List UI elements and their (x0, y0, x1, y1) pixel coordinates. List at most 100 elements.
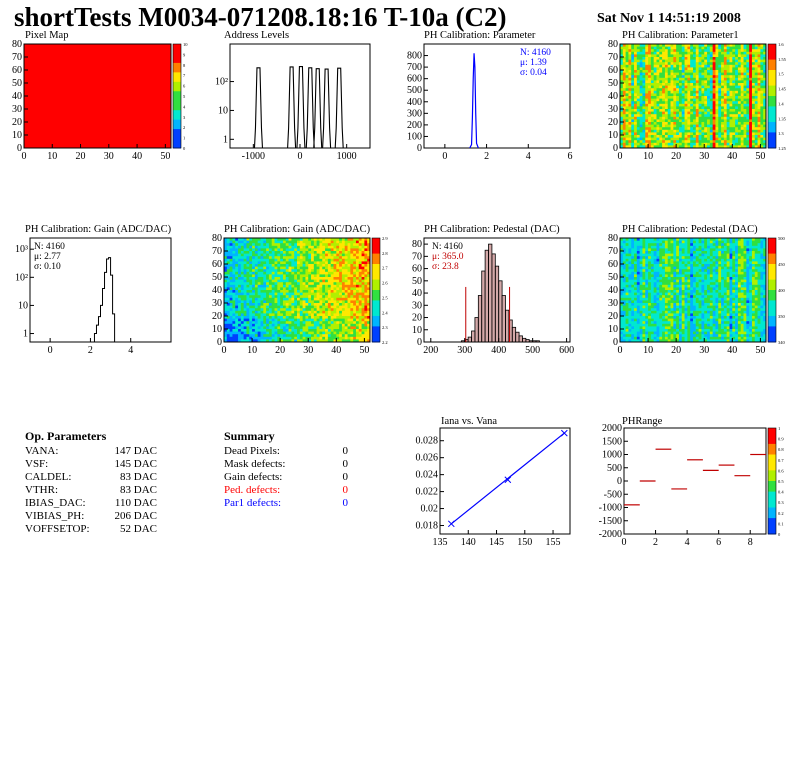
heatmap-cell (690, 132, 694, 136)
heatmap-cell (622, 310, 627, 314)
heatmap-cell (297, 264, 301, 267)
heatmap-cell (280, 261, 284, 265)
heatmap-cell (291, 336, 295, 340)
heatmap-cell (243, 321, 247, 325)
heatmap-cell (358, 266, 362, 270)
heatmap-cell (271, 334, 275, 338)
heatmap-cell (628, 316, 632, 319)
heatmap-cell (715, 85, 719, 89)
heatmap-cell (757, 122, 761, 125)
heatmap-cell (631, 269, 635, 273)
heatmap-cell (763, 59, 767, 63)
heatmap-cell (687, 88, 691, 92)
heatmap-cell (709, 44, 714, 47)
heatmap-cell (743, 103, 747, 107)
heatmap-cell (344, 331, 348, 335)
heatmap-cell (249, 295, 253, 299)
heatmap-cell (639, 264, 643, 267)
heatmap-cell (291, 269, 295, 273)
y-tick-label: 20 (412, 313, 422, 324)
heatmap-cell (353, 339, 357, 343)
heatmap-cell (681, 127, 685, 131)
y-tick-label: 50 (412, 276, 422, 287)
heatmap-cell (226, 261, 231, 265)
heatmap-cell (350, 321, 354, 325)
heatmap-cell (729, 137, 733, 141)
heatmap-cell (620, 75, 624, 79)
heatmap-cell (620, 245, 624, 249)
heatmap-cell (229, 279, 233, 283)
heatmap-cell (642, 245, 646, 249)
heatmap-cell (695, 51, 700, 55)
heatmap-cell (746, 90, 750, 94)
heatmap-cell (743, 142, 747, 146)
heatmap-cell (743, 132, 747, 136)
heatmap-cell (625, 119, 629, 123)
heatmap-cell (355, 305, 360, 309)
heatmap-cell (280, 284, 284, 288)
heatmap-cell (252, 238, 256, 241)
heatmap-cell (749, 101, 753, 105)
heatmap-cell (353, 329, 357, 332)
heatmap-cell (316, 279, 320, 283)
heatmap-cell (622, 137, 627, 141)
heatmap-cell (285, 243, 289, 247)
heatmap-cell (358, 297, 362, 301)
heatmap-cell (639, 54, 643, 58)
heatmap-cell (235, 321, 239, 325)
heatmap-cell (662, 72, 666, 76)
x-tick-label: 40 (727, 151, 737, 160)
heatmap-cell (735, 98, 739, 102)
heatmap-cell (636, 129, 641, 133)
palette-cell (372, 253, 380, 260)
heatmap-cell (662, 51, 666, 55)
heatmap-cell (620, 72, 624, 76)
heatmap-cell (299, 308, 304, 312)
heatmap-cell (305, 240, 309, 244)
ph-parameter1-panel: PH Calibration: Parameter1 0 10 20 30 40 50 0 1… (598, 30, 796, 162)
heatmap-cell (718, 137, 722, 141)
heatmap-cell (344, 287, 348, 291)
heatmap-cell (656, 122, 660, 125)
heatmap-cell (645, 142, 649, 146)
heatmap-cell (648, 72, 652, 76)
heatmap-cell (659, 88, 663, 92)
heatmap-cell (625, 127, 629, 131)
heatmap-cell (622, 96, 627, 99)
heatmap-cell (302, 303, 306, 306)
heatmap-cell (299, 323, 304, 327)
heatmap-cell (667, 145, 671, 149)
heatmap-cell (364, 243, 368, 247)
heatmap-cell (628, 49, 632, 53)
heatmap-cell (670, 88, 674, 92)
heatmap-cell (277, 295, 281, 299)
heatmap-cell (249, 331, 253, 335)
heatmap-cell (344, 303, 348, 306)
heatmap-cell (653, 116, 657, 120)
heatmap-cell (226, 277, 231, 280)
heatmap-cell (729, 59, 733, 63)
heatmap-cell (240, 274, 245, 278)
heatmap-cell (240, 297, 245, 301)
heatmap-cell (288, 336, 292, 340)
heatmap-cell (620, 93, 624, 97)
heatmap-cell (656, 67, 660, 71)
heatmap-cell (664, 114, 669, 118)
heatmap-cell (735, 57, 739, 60)
heatmap-cell (266, 271, 270, 275)
heatmap-cell (650, 83, 655, 86)
heatmap-cell (687, 75, 691, 79)
y-tick-label: 60 (212, 259, 222, 270)
heatmap-cell (297, 245, 301, 249)
heatmap-cell (240, 238, 245, 241)
heatmap-cell (723, 109, 728, 112)
pedestal-bar (525, 339, 530, 343)
heatmap-cell (648, 321, 652, 325)
heatmap-cell (226, 316, 231, 319)
heatmap-cell (735, 77, 739, 81)
heatmap-cell (628, 57, 632, 60)
heatmap-cell (690, 54, 694, 58)
heatmap-cell (344, 300, 348, 304)
heatmap-cell (751, 62, 756, 66)
heatmap-cell (737, 59, 742, 63)
